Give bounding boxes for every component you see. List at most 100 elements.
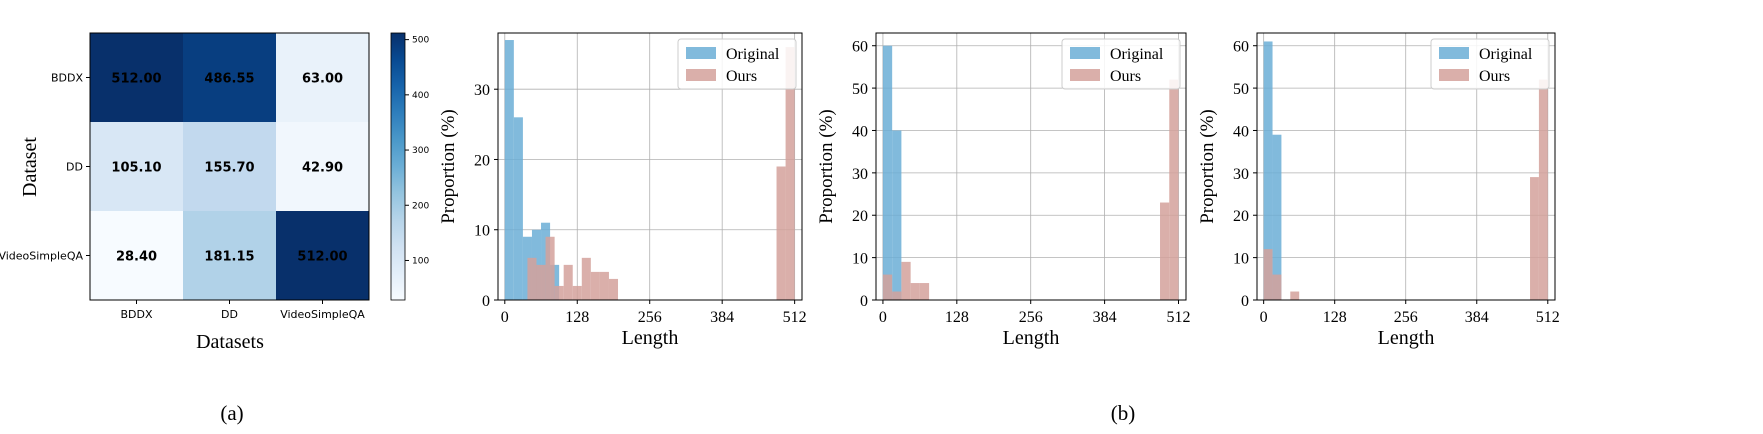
heatmap-cell <box>90 122 183 211</box>
heatmap-cell-label: 181.15 <box>204 250 254 265</box>
histogram-bar <box>513 117 523 300</box>
x-tick-label: 384 <box>1093 309 1117 326</box>
histogram-bar <box>599 271 609 300</box>
histogram-bar <box>785 47 795 301</box>
y-tick-label: 30 <box>1233 166 1249 183</box>
y-axis-label: Proportion (%) <box>1197 109 1218 224</box>
histogram-bar <box>581 257 591 300</box>
heatmap-cell <box>276 122 369 211</box>
x-tick-label: DD <box>221 308 238 321</box>
histogram-bar <box>608 278 619 300</box>
legend-swatch <box>1439 47 1469 59</box>
histogram-bar <box>910 283 920 300</box>
x-tick-label: 512 <box>783 309 807 326</box>
legend-swatch <box>1070 47 1100 59</box>
heatmap-cell-label: 63.00 <box>302 72 343 87</box>
heatmap-cell-label: 512.00 <box>297 250 347 265</box>
histogram-bar <box>1263 249 1273 300</box>
legend-label: Original <box>1479 46 1533 63</box>
y-tick-label: 20 <box>852 208 868 225</box>
y-tick-label: 0 <box>482 293 490 310</box>
x-tick-label: 256 <box>1019 309 1043 326</box>
x-tick-label: 0 <box>1260 309 1268 326</box>
heatmap-panel: 512.00 486.55 63.00 105.10 155.70 42.90 28.40 1… <box>0 32 429 353</box>
histogram-bar <box>563 264 573 300</box>
y-tick-label: 60 <box>852 39 868 56</box>
legend-label: Ours <box>1479 68 1510 85</box>
y-tick-label: VideoSimpleQA <box>0 250 83 263</box>
histogram-panel-3: 0 128 256 384 512 0 10 20 30 40 50 60 Length Proporti… <box>1197 32 1560 349</box>
histogram-bar <box>882 274 893 300</box>
x-tick-label: 256 <box>1394 309 1418 326</box>
histogram-bar <box>892 130 902 300</box>
histogram-bar <box>1272 274 1282 300</box>
histogram-bar <box>776 166 786 300</box>
x-tick-label: 512 <box>1166 309 1190 326</box>
x-tick-label: 384 <box>710 309 734 326</box>
y-tick-label: 10 <box>474 223 490 240</box>
heatmap-cell <box>183 211 276 300</box>
heatmap-cell-label: 155.70 <box>204 161 254 176</box>
histogram-bar <box>572 285 582 300</box>
colorbar-tick-label: 200 <box>412 201 429 211</box>
heatmap-cell-label: 42.90 <box>302 161 343 176</box>
histogram-bar <box>892 291 902 300</box>
histogram-panel-2: 0 128 256 384 512 0 10 20 30 40 50 60 Length Proporti… <box>816 32 1190 349</box>
histogram-bar <box>1530 177 1539 300</box>
histogram-bar <box>1272 134 1282 300</box>
x-tick-label: BDDX <box>120 308 152 321</box>
x-tick-label: VideoSimpleQA <box>280 308 365 321</box>
heatmap-cell <box>276 211 369 300</box>
histogram-bar <box>545 236 555 300</box>
histogram-bar <box>1538 79 1548 300</box>
legend-label: Ours <box>1110 68 1141 85</box>
heatmap-cell <box>183 33 276 122</box>
histogram-panel-1: 0 128 256 384 512 0 10 20 30 Length Proportion (%)… <box>438 32 807 349</box>
heatmap-cell <box>90 211 183 300</box>
legend-swatch <box>686 69 716 81</box>
y-axis-label: Proportion (%) <box>816 109 837 224</box>
x-tick-label: 0 <box>879 309 887 326</box>
y-tick-label: 60 <box>1233 39 1249 56</box>
y-tick-label: 50 <box>852 81 868 98</box>
histogram-bar <box>1160 202 1170 300</box>
heatmap-cell-label: 512.00 <box>111 72 161 87</box>
y-tick-label: 30 <box>474 82 490 99</box>
x-tick-label: 512 <box>1536 309 1560 326</box>
histogram-bar <box>504 40 514 301</box>
y-tick-label: 20 <box>474 152 490 169</box>
heatmap-cell-label: 486.55 <box>204 72 254 87</box>
x-tick-label: 0 <box>501 309 509 326</box>
y-tick-label: 0 <box>1241 293 1249 310</box>
heatmap-cell <box>90 33 183 122</box>
caption-b: (b) <box>1111 401 1136 425</box>
x-tick-label: 384 <box>1465 309 1489 326</box>
y-axis-label: Dataset <box>19 137 41 197</box>
legend-swatch <box>1439 69 1469 81</box>
y-tick-label: 40 <box>852 123 868 140</box>
x-tick-label: 128 <box>945 309 969 326</box>
x-tick-label: 128 <box>1323 309 1347 326</box>
histogram-bar <box>919 283 930 300</box>
legend-label: Original <box>1110 46 1164 63</box>
caption-a: (a) <box>220 401 243 425</box>
y-tick-label: 40 <box>1233 123 1249 140</box>
histogram-bar <box>1169 79 1179 300</box>
y-tick-label: 30 <box>852 166 868 183</box>
x-axis-label: Length <box>622 327 679 349</box>
colorbar-tick-label: 400 <box>412 91 429 101</box>
histogram-bar <box>882 45 893 300</box>
x-axis-label: Datasets <box>196 331 264 353</box>
x-tick-label: 256 <box>638 309 662 326</box>
histogram-bar <box>527 257 537 300</box>
y-tick-label: 20 <box>1233 208 1249 225</box>
y-tick-label: 50 <box>1233 81 1249 98</box>
legend-swatch <box>1070 69 1100 81</box>
y-tick-label: 10 <box>852 251 868 268</box>
colorbar <box>390 32 406 301</box>
legend-label: Ours <box>726 68 757 85</box>
histogram-bar <box>590 271 600 300</box>
colorbar-tick-label: 300 <box>412 146 429 156</box>
x-tick-label: 128 <box>565 309 589 326</box>
